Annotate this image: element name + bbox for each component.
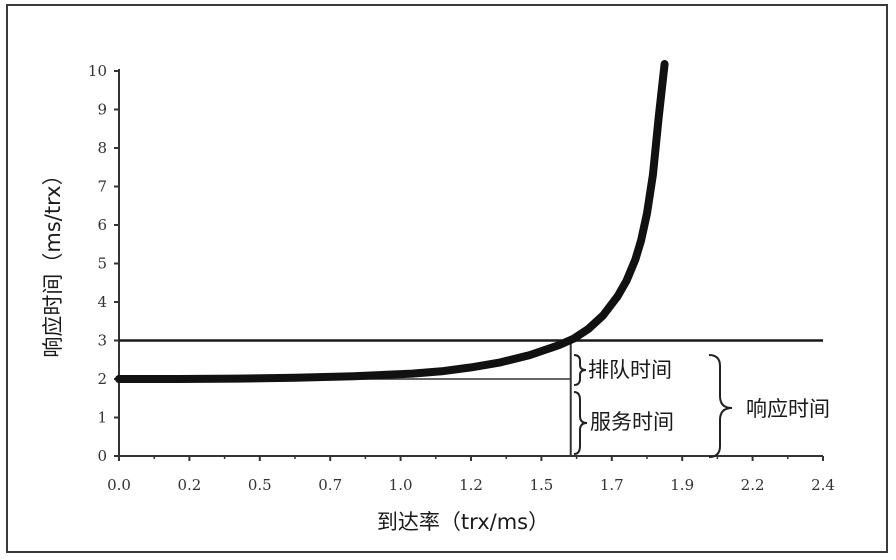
y-tick-label: 9 — [97, 101, 107, 119]
service-time-brace — [573, 391, 588, 455]
response-time-brace — [708, 354, 733, 458]
x-axis-title: 到达率（trx/ms） — [377, 510, 549, 534]
queue-time-brace — [573, 354, 587, 386]
queue-time-label: 排队时间 — [588, 358, 672, 382]
x-tick-label: 0.7 — [318, 476, 342, 494]
y-tick-label: 4 — [97, 293, 107, 311]
service-time-label: 服务时间 — [590, 410, 674, 434]
x-tick-label: 0.0 — [107, 476, 131, 494]
y-tick-label: 5 — [97, 255, 107, 273]
x-tick-label: 1.5 — [529, 476, 553, 494]
response-time-label: 响应时间 — [746, 397, 830, 421]
x-tick-label: 1.0 — [389, 476, 413, 494]
axes — [118, 69, 823, 457]
response-time-curve — [115, 60, 669, 383]
x-tick-label: 2.4 — [811, 476, 835, 494]
x-tick-label: 2.2 — [741, 476, 765, 494]
x-tick-label: 1.9 — [670, 476, 694, 494]
y-tick-label: 7 — [97, 178, 107, 196]
y-axis-ticks: 0 1 2 3 4 5 6 7 8 9 10 — [88, 62, 119, 465]
y-tick-label: 6 — [97, 216, 107, 234]
y-tick-label: 2 — [97, 370, 107, 388]
x-axis-ticks: 0.0 0.2 0.5 0.7 1.0 1.2 1.5 1.7 1.9 2.2 2.4 — [107, 456, 835, 494]
y-tick-label: 1 — [97, 409, 107, 427]
chart-frame: 0.0 0.2 0.5 0.7 1.0 1.2 1.5 1.7 1.9 2.2 2.4 0 1 2 3 4 5… — [6, 4, 888, 553]
x-tick-label: 1.7 — [600, 476, 624, 494]
y-tick-label: 0 — [97, 447, 107, 465]
braces — [573, 354, 733, 458]
y-axis-title: 响应时间（ms/trx） — [41, 164, 65, 357]
x-tick-label: 1.2 — [459, 476, 483, 494]
y-tick-label: 10 — [88, 62, 107, 80]
y-tick-label: 3 — [97, 332, 107, 350]
y-tick-label: 8 — [97, 139, 107, 157]
x-tick-label: 0.2 — [177, 476, 201, 494]
x-tick-label: 0.5 — [248, 476, 272, 494]
response-time-chart: 0.0 0.2 0.5 0.7 1.0 1.2 1.5 1.7 1.9 2.2 2.4 0 1 2 3 4 5… — [41, 60, 835, 534]
